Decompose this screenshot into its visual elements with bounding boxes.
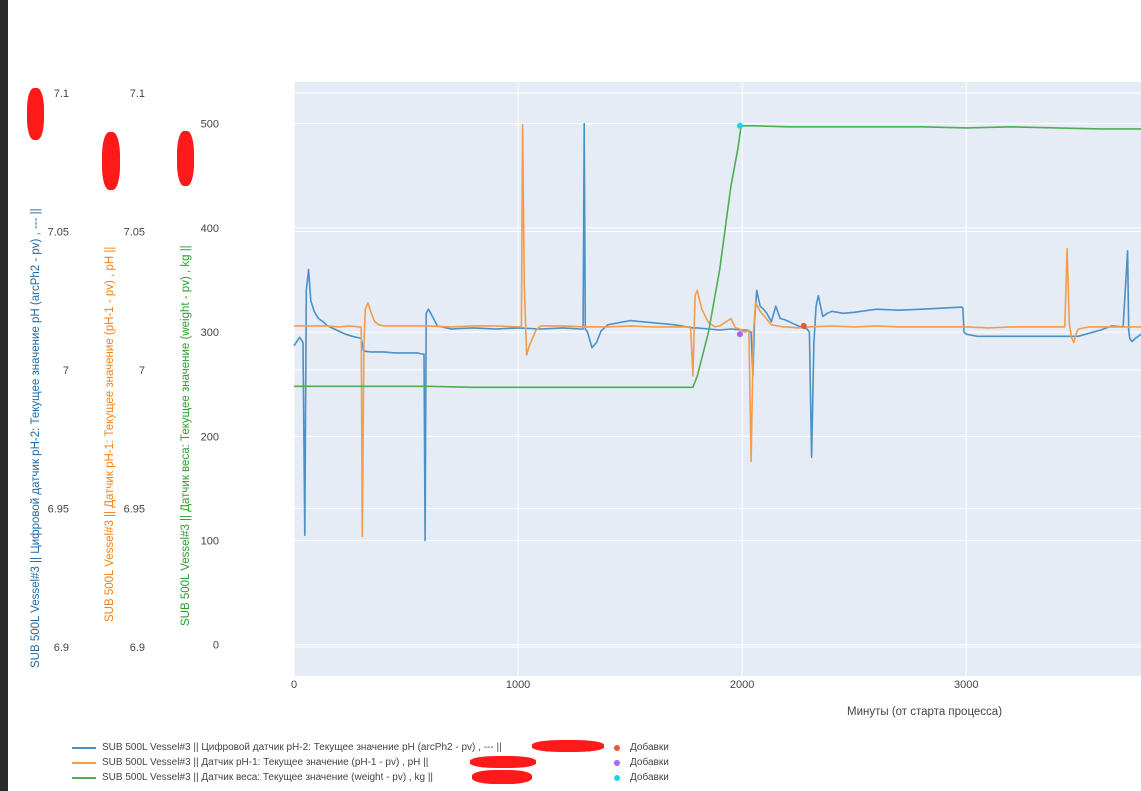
legend-item-marker[interactable]: Добавки <box>614 742 669 753</box>
series-line <box>294 123 1141 538</box>
legend-item-marker[interactable]: Добавки <box>614 772 669 783</box>
tick-layer: 0 1000 2000 300050040030020010007.17.0576.9… <box>48 88 979 691</box>
plot-area <box>294 82 1141 676</box>
x-tick-label: 0 <box>291 679 297 691</box>
legend-item[interactable]: SUB 500L Vessel#3 || Датчик веса: Текуще… <box>72 772 433 783</box>
y-tick-label-weight: 300 <box>201 327 219 339</box>
legend: SUB 500L Vessel#3 || Цифровой датчик pH-… <box>72 740 1132 790</box>
legend-dot <box>614 759 620 766</box>
data-point-marker <box>736 331 743 338</box>
redaction-mark <box>102 132 120 190</box>
legend-label: SUB 500L Vessel#3 || Датчик веса: Текуще… <box>102 772 434 783</box>
legend-label: Добавки <box>630 757 669 768</box>
series-layer <box>293 122 1141 542</box>
redaction-mark <box>27 88 44 140</box>
legend-label: Добавки <box>630 742 669 753</box>
x-tick-label: 2000 <box>730 679 754 691</box>
window-edge <box>0 0 8 791</box>
y-tick-label-ph2: 7 <box>63 365 69 377</box>
redaction-mark <box>472 770 532 784</box>
y-tick-label-ph1: 7 <box>139 365 145 377</box>
y-tick-label-ph2: 7.05 <box>48 227 69 239</box>
legend-dot <box>614 744 620 751</box>
legend-item-marker[interactable]: Добавки <box>614 757 669 768</box>
axis-title-layer: SUB 500L Vessel#3 || Цифровой датчик pH-… <box>30 208 192 668</box>
y-axis-title: SUB 500L Vessel#3 || Датчик веса: Текуще… <box>180 245 192 626</box>
x-axis-title: Минуты (от старта процесса) <box>847 706 1003 718</box>
y-tick-label-ph2: 7.1 <box>54 88 69 100</box>
y-axis-title: SUB 500L Vessel#3 || Датчик pH-1: Текуще… <box>104 247 116 622</box>
legend-label: SUB 500L Vessel#3 || Цифровой датчик pH-… <box>102 742 502 753</box>
series-line <box>294 125 1141 389</box>
y-tick-label-ph2: 6.9 <box>54 642 69 654</box>
legend-swatch <box>72 746 96 749</box>
grid <box>293 82 1141 676</box>
y-tick-label-weight: 500 <box>201 119 219 131</box>
legend-swatch <box>72 776 96 779</box>
y-tick-label-ph1: 7.1 <box>130 88 145 100</box>
legend-item[interactable]: SUB 500L Vessel#3 || Цифровой датчик pH-… <box>72 742 502 753</box>
x-tick-label: 1000 <box>506 679 530 691</box>
y-tick-label-ph1: 7.05 <box>124 227 145 239</box>
legend-label: Добавки <box>630 772 669 783</box>
redaction-mark <box>470 756 536 768</box>
redaction-mark <box>532 740 604 752</box>
x-tick-label: 3000 <box>954 679 978 691</box>
y-tick-label-ph1: 6.95 <box>124 504 145 516</box>
y-tick-label-weight: 100 <box>201 536 219 548</box>
legend-dot <box>614 774 620 781</box>
redaction-mark <box>177 131 194 186</box>
data-point-marker <box>800 322 807 329</box>
y-tick-label-weight: 400 <box>201 223 219 235</box>
y-tick-label-weight: 0 <box>213 640 219 652</box>
legend-label: SUB 500L Vessel#3 || Датчик pH-1: Текуще… <box>102 757 429 768</box>
legend-item[interactable]: SUB 500L Vessel#3 || Датчик pH-1: Текуще… <box>72 757 428 768</box>
data-point-marker <box>736 122 743 129</box>
y-axis-title: SUB 500L Vessel#3 || Цифровой датчик pH-… <box>30 208 42 668</box>
marker-layer <box>736 122 807 338</box>
y-tick-label-ph2: 6.95 <box>48 504 69 516</box>
y-tick-label-weight: 200 <box>201 431 219 443</box>
legend-swatch <box>72 761 96 764</box>
y-tick-label-ph1: 6.9 <box>130 642 145 654</box>
